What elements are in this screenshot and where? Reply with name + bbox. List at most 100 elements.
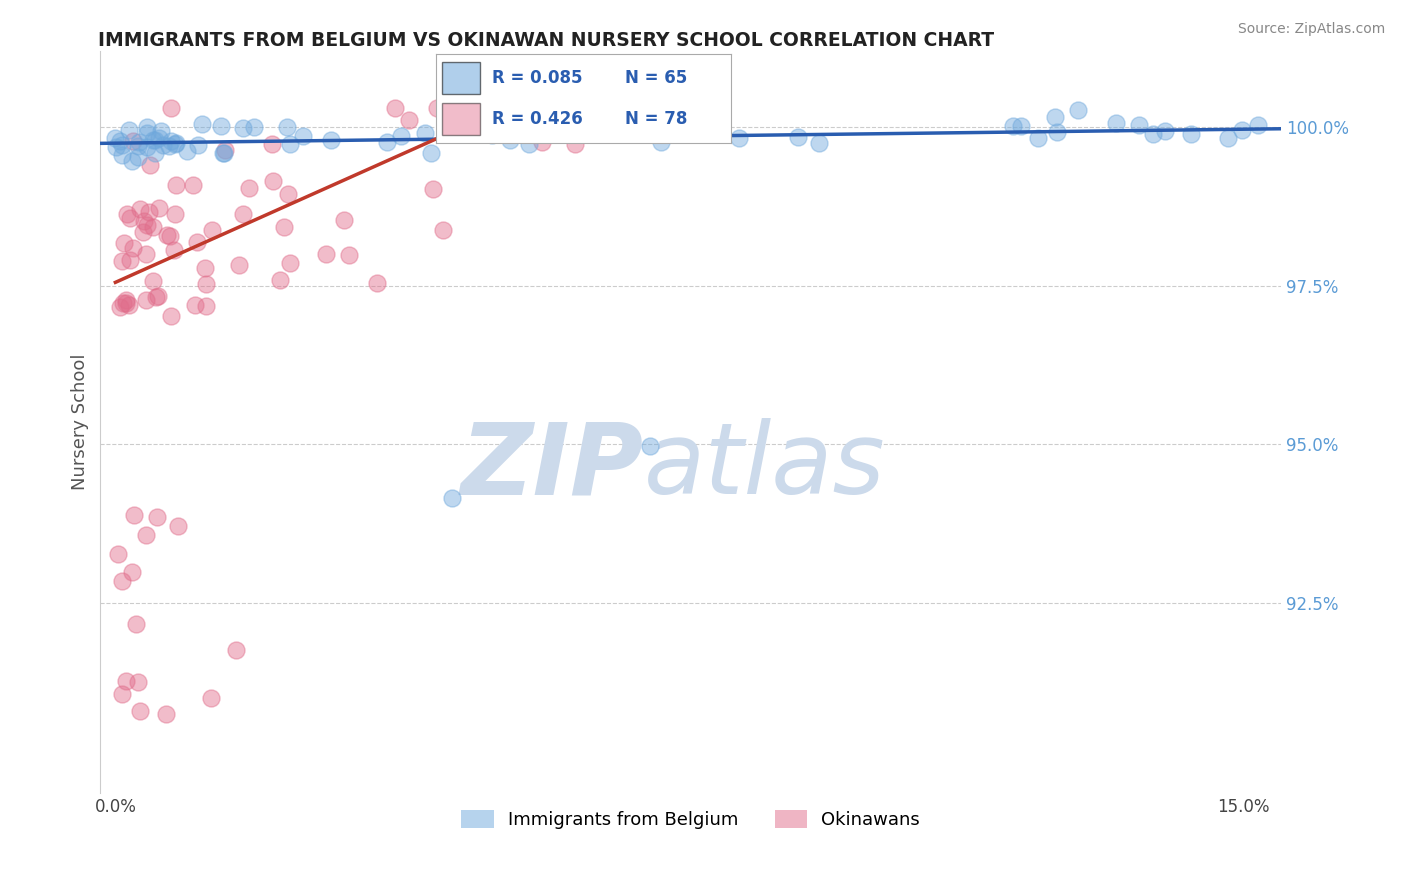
Point <box>337 248 360 262</box>
Text: IMMIGRANTS FROM BELGIUM VS OKINAWAN NURSERY SCHOOL CORRELATION CHART: IMMIGRANTS FROM BELGIUM VS OKINAWAN NURS… <box>98 31 994 50</box>
Point <box>333 213 356 227</box>
Point <box>200 690 222 705</box>
Point <box>118 253 141 268</box>
Point <box>481 128 503 143</box>
Point <box>122 508 145 522</box>
Point <box>499 133 522 147</box>
Point <box>165 136 187 151</box>
Text: N = 78: N = 78 <box>624 110 688 128</box>
Point <box>194 299 217 313</box>
Point <box>375 135 398 149</box>
Point <box>149 124 172 138</box>
Point <box>121 135 143 149</box>
Point <box>136 120 159 134</box>
Point <box>1002 119 1025 133</box>
Point <box>104 131 127 145</box>
Point <box>190 117 212 131</box>
Point <box>160 101 183 115</box>
Point <box>111 148 134 162</box>
Point <box>413 126 436 140</box>
Point <box>232 121 254 136</box>
Point <box>214 146 236 161</box>
Point <box>129 202 152 217</box>
Point <box>108 300 131 314</box>
Point <box>111 137 134 152</box>
Text: R = 0.426: R = 0.426 <box>492 110 582 128</box>
Point <box>238 181 260 195</box>
Point <box>183 178 205 193</box>
Y-axis label: Nursery School: Nursery School <box>72 354 89 491</box>
Point <box>269 273 291 287</box>
Point <box>432 223 454 237</box>
Point <box>278 136 301 151</box>
Point <box>232 206 254 220</box>
Point <box>165 178 187 193</box>
Point <box>1232 122 1254 136</box>
Point <box>420 146 443 161</box>
Point <box>398 112 420 127</box>
Point <box>194 261 217 276</box>
Point <box>122 241 145 255</box>
Point <box>115 293 138 307</box>
Point <box>121 154 143 169</box>
Point <box>727 131 749 145</box>
Point <box>118 298 141 312</box>
Point <box>187 138 209 153</box>
Point <box>426 101 449 115</box>
Point <box>366 276 388 290</box>
Point <box>131 225 153 239</box>
Point <box>564 136 586 151</box>
Point <box>152 138 174 153</box>
Point <box>163 207 186 221</box>
Point <box>142 133 165 147</box>
Point <box>1026 131 1049 145</box>
Point <box>146 510 169 524</box>
Point <box>105 140 128 154</box>
Point <box>1128 118 1150 132</box>
Point <box>440 491 463 506</box>
Point <box>786 129 808 144</box>
Point <box>184 298 207 312</box>
Point <box>160 310 183 324</box>
Point <box>135 247 157 261</box>
Point <box>436 125 458 139</box>
Point <box>665 125 688 139</box>
Legend: Immigrants from Belgium, Okinawans: Immigrants from Belgium, Okinawans <box>454 803 928 837</box>
Text: atlas: atlas <box>644 418 884 515</box>
Point <box>118 211 141 225</box>
Point <box>262 137 284 152</box>
Point <box>121 565 143 579</box>
Point <box>157 139 180 153</box>
Point <box>262 174 284 188</box>
Point <box>115 207 138 221</box>
Point <box>1010 119 1032 133</box>
Point <box>143 133 166 147</box>
Point <box>127 675 149 690</box>
Point <box>1046 125 1069 139</box>
Point <box>135 126 157 140</box>
Point <box>278 255 301 269</box>
Point <box>650 135 672 149</box>
Point <box>112 296 135 310</box>
Point <box>225 643 247 657</box>
Point <box>486 101 509 115</box>
Point <box>146 289 169 303</box>
Point <box>273 220 295 235</box>
Point <box>517 136 540 151</box>
Point <box>1154 124 1177 138</box>
Point <box>186 235 208 249</box>
Point <box>128 135 150 149</box>
Point <box>807 136 830 151</box>
Point <box>1218 130 1240 145</box>
Point <box>139 158 162 172</box>
Point <box>148 201 170 215</box>
Text: ZIP: ZIP <box>460 418 644 515</box>
Point <box>319 133 342 147</box>
Point <box>162 243 184 257</box>
Point <box>127 150 149 164</box>
Point <box>194 277 217 291</box>
Point <box>276 120 298 134</box>
Point <box>209 119 232 133</box>
Point <box>531 135 554 149</box>
Point <box>315 247 337 261</box>
